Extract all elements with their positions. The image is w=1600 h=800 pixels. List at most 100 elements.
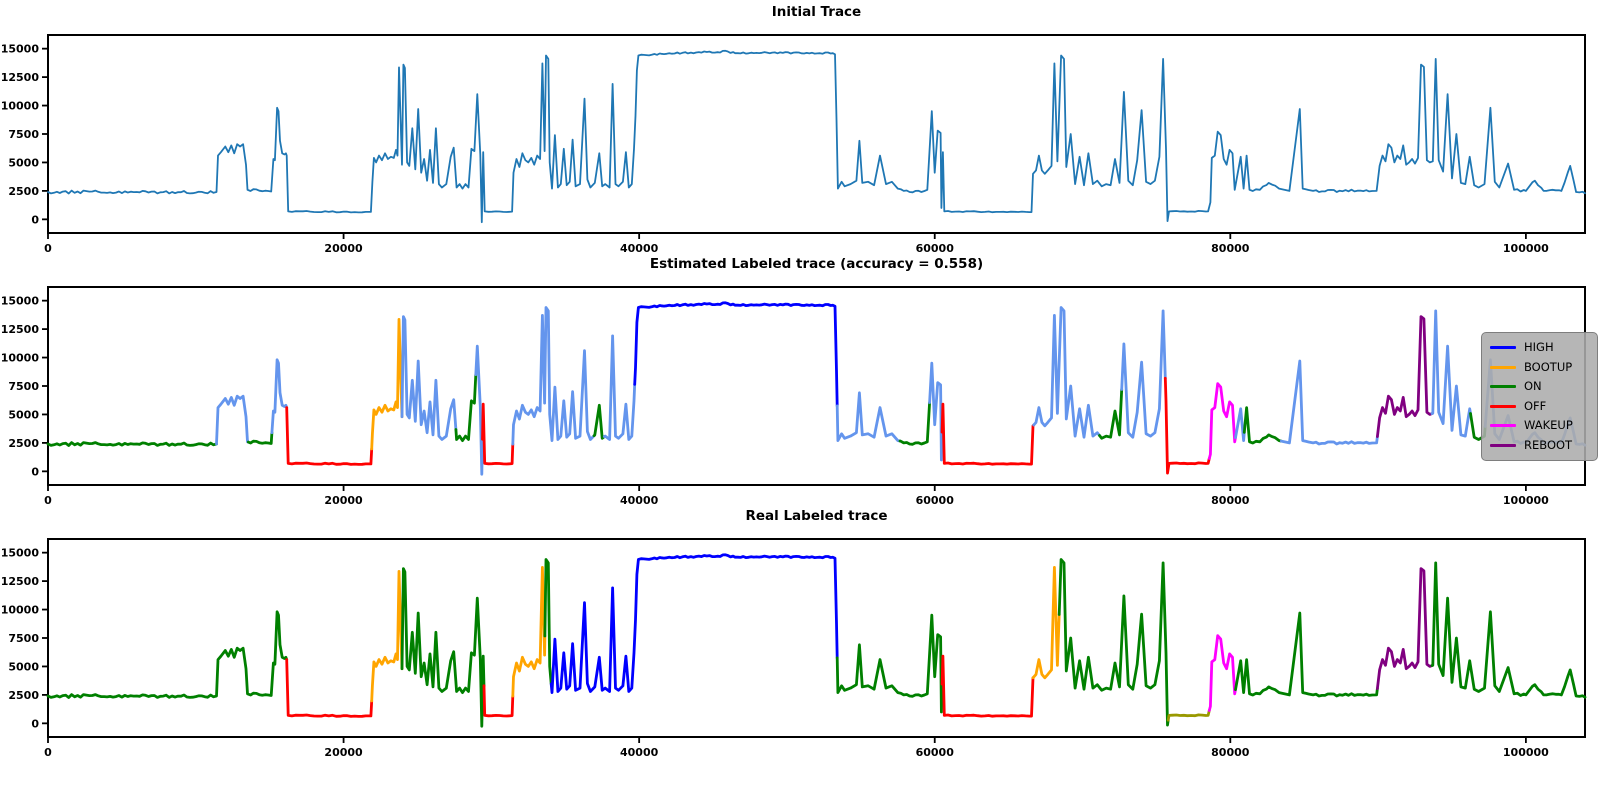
plot-canvas-initial: 0 20000 40000 60000 80000 100000 0 2500 5000 7500… <box>1 34 1586 252</box>
y-tick-label: 15000 <box>1 43 40 56</box>
trace-segment-unlabeled <box>474 344 484 476</box>
trace-segment-off <box>1163 376 1211 475</box>
legend-line-sample-wakeup <box>1490 424 1516 428</box>
y-tick-label: 12500 <box>1 575 40 588</box>
trace-segment-unlabeled <box>1234 407 1246 442</box>
y-tick-label: 5000 <box>8 408 39 421</box>
axes-frame <box>47 538 1586 738</box>
chart-real-labeled-trace: Real Labeled trace 0 20000 40000 60000 80000… <box>0 504 1600 800</box>
trace-segment-reboot <box>1376 567 1434 690</box>
trace-segment-on <box>246 431 274 445</box>
y-tick-label: 5000 <box>8 660 39 673</box>
x-tick-label: 60000 <box>916 242 955 252</box>
legend-label: HIGH <box>1524 340 1554 354</box>
trace-segment-on <box>835 613 944 714</box>
legend-line-sample-high <box>1490 346 1516 350</box>
legend-line-sample-off <box>1490 404 1516 408</box>
trace-segment-reboot <box>1376 315 1434 438</box>
trace-segment-on <box>1057 558 1170 727</box>
legend-line-sample-bootup <box>1490 365 1516 369</box>
x-tick-label: 20000 <box>324 242 363 252</box>
y-tick-label: 15000 <box>1 295 40 308</box>
chart-title-real: Real Labeled trace <box>745 508 888 524</box>
trace-segment-unlabeled <box>928 361 944 462</box>
trace-segment-bootup <box>511 566 547 698</box>
trace-segment-on <box>400 567 486 728</box>
y-tick-label: 0 <box>31 717 39 730</box>
chart-initial-trace: Initial Trace 0 20000 40000 60000 80000 10000… <box>0 0 1600 252</box>
plot-canvas-real: 0 20000 40000 60000 80000 100000 0 2500 5000 7500… <box>1 538 1587 759</box>
trace-segment-unlabeled <box>400 315 458 441</box>
x-tick-label: 0 <box>44 746 52 759</box>
trace-segment-high <box>549 553 839 694</box>
y-tick-label: 7500 <box>8 632 39 645</box>
trace-segment-off <box>940 654 1035 718</box>
x-tick-label: 100000 <box>1503 746 1549 759</box>
legend-line-sample-reboot <box>1490 443 1516 447</box>
trace-segment-on <box>898 401 931 446</box>
trace-segment-wakeup <box>1207 382 1237 460</box>
x-tick-label: 80000 <box>1211 494 1250 504</box>
trace-segment-bootup <box>370 570 404 703</box>
legend-item-bootup: BOOTUP <box>1490 358 1591 378</box>
legend-label: REBOOT <box>1524 437 1573 452</box>
chart-title-initial: Initial Trace <box>771 4 862 20</box>
axes-frame <box>47 34 1586 234</box>
trace-segment-unlabeled <box>835 391 902 443</box>
trace-segment-off <box>481 402 515 466</box>
trace-segment-unlabeled <box>603 334 637 441</box>
y-tick-label: 10000 <box>1 352 40 365</box>
trace-segment-unlabeled <box>511 306 596 446</box>
y-tick-label: 0 <box>31 465 39 478</box>
legend: HIGH BOOTUP ON OFF WAKEUP REBOOT <box>1481 332 1598 461</box>
trace-segment-off <box>940 402 1036 466</box>
trace-segment-unlabeled <box>215 394 250 446</box>
plot-canvas-estimated: 0 20000 40000 60000 80000 100000 0 2500 5000 7500… <box>1 286 1587 504</box>
chart-estimated-labeled-trace: Estimated Labeled trace (accuracy = 0.55… <box>0 252 1600 504</box>
legend-item-off: OFF <box>1490 397 1591 417</box>
legend-label: OFF <box>1524 398 1547 413</box>
trace-segment-off <box>285 658 374 718</box>
trace-segment-off <box>285 406 374 466</box>
trace-segment-on <box>1234 611 1379 698</box>
chart-title-estimated: Estimated Labeled trace (accuracy = 0.55… <box>649 256 984 272</box>
trace-segment-bootup <box>370 318 404 451</box>
x-tick-label: 80000 <box>1211 746 1250 759</box>
x-tick-label: 100000 <box>1503 242 1549 252</box>
x-tick-label: 0 <box>44 494 52 504</box>
trace-segment-on <box>1430 561 1587 699</box>
y-tick-label: 5000 <box>8 156 39 169</box>
trace-segment-unlabeled <box>1430 309 1472 438</box>
trace-segment-high <box>633 301 839 408</box>
trace-segment-on <box>1098 388 1124 440</box>
trace-segment-on <box>454 373 478 442</box>
y-tick-label: 12500 <box>1 323 40 336</box>
legend-label: ON <box>1524 379 1542 393</box>
y-tick-label: 0 <box>31 213 39 226</box>
x-tick-label: 80000 <box>1211 242 1250 252</box>
y-tick-label: 2500 <box>8 437 39 450</box>
trace-segment-bootup <box>1031 566 1061 680</box>
trace-segment-on <box>543 558 553 686</box>
y-tick-label: 10000 <box>1 100 40 113</box>
x-tick-label: 100000 <box>1503 494 1549 504</box>
trace-segment-unlabeled <box>270 358 289 435</box>
x-tick-label: 20000 <box>324 494 363 504</box>
x-tick-label: 40000 <box>620 494 659 504</box>
trace-segment-unlabeled <box>1279 359 1379 446</box>
y-tick-label: 2500 <box>8 185 39 198</box>
trace-line <box>47 49 1586 224</box>
trace-segment-sleep <box>1166 709 1211 722</box>
trace-segment-on <box>46 441 218 447</box>
y-tick-label: 2500 <box>8 689 39 702</box>
x-tick-label: 40000 <box>620 746 659 759</box>
trace-segment-unlabeled <box>1120 309 1167 439</box>
y-tick-label: 10000 <box>1 604 40 617</box>
x-tick-label: 20000 <box>324 746 363 759</box>
legend-line-sample-on <box>1490 385 1516 389</box>
trace-segment-on <box>1242 406 1283 445</box>
y-tick-label: 12500 <box>1 71 40 84</box>
legend-item-high: HIGH <box>1490 338 1591 358</box>
x-tick-label: 0 <box>44 242 52 252</box>
